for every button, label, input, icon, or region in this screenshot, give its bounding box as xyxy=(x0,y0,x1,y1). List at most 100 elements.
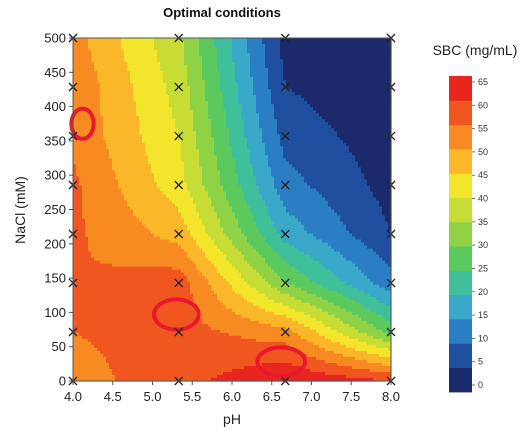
contour-cell xyxy=(235,56,239,60)
contour-cell xyxy=(313,71,317,75)
contour-cell xyxy=(79,119,83,123)
contour-cell xyxy=(175,149,179,153)
contour-cell xyxy=(148,134,152,138)
contour-cell xyxy=(217,134,221,138)
contour-cell xyxy=(247,146,251,150)
contour-cell xyxy=(139,95,143,99)
contour-cell xyxy=(340,167,344,171)
contour-cell xyxy=(271,86,275,90)
contour-cell xyxy=(193,128,197,132)
contour-cell xyxy=(91,38,95,42)
contour-cell xyxy=(361,59,365,63)
contour-cell xyxy=(145,68,149,72)
contour-cell xyxy=(277,128,281,132)
contour-cell xyxy=(328,62,332,66)
contour-cell xyxy=(208,134,212,138)
contour-cell xyxy=(208,107,212,111)
contour-cell xyxy=(139,140,143,144)
contour-cell xyxy=(106,107,110,111)
contour-cell xyxy=(304,62,308,66)
contour-cell xyxy=(82,170,86,174)
contour-cell xyxy=(385,44,389,48)
contour-cell xyxy=(292,170,296,174)
contour-cell xyxy=(271,56,275,60)
contour-cell xyxy=(94,116,98,120)
contour-cell xyxy=(373,113,377,117)
contour-cell xyxy=(280,122,284,126)
contour-cell xyxy=(112,122,116,126)
contour-cell xyxy=(184,53,188,57)
contour-cell xyxy=(184,167,188,171)
contour-cell xyxy=(130,83,134,87)
contour-cell xyxy=(289,173,293,177)
contour-cell xyxy=(187,149,191,153)
contour-cell xyxy=(241,170,245,174)
contour-cell xyxy=(145,71,149,75)
contour-cell xyxy=(256,164,260,168)
contour-cell xyxy=(343,104,347,108)
contour-cell xyxy=(88,170,92,174)
contour-cell xyxy=(97,143,101,147)
contour-cell xyxy=(100,50,104,54)
contour-cell xyxy=(121,101,125,105)
contour-cell xyxy=(115,170,119,174)
contour-cell xyxy=(190,68,194,72)
contour-cell xyxy=(292,95,296,99)
contour-cell xyxy=(253,110,257,114)
contour-cell xyxy=(244,164,248,168)
contour-cell xyxy=(220,137,224,141)
contour-cell xyxy=(217,167,221,171)
contour-cell xyxy=(370,161,374,165)
contour-cell xyxy=(382,140,386,144)
contour-cell xyxy=(355,86,359,90)
contour-cell xyxy=(376,173,380,177)
contour-cell xyxy=(358,113,362,117)
contour-cell xyxy=(112,83,116,87)
contour-cell xyxy=(211,146,215,150)
contour-cell xyxy=(301,101,305,105)
contour-cell xyxy=(82,155,86,159)
contour-cell xyxy=(301,95,305,99)
contour-cell xyxy=(313,134,317,138)
contour-cell xyxy=(139,170,143,174)
contour-cell xyxy=(379,86,383,90)
contour-cell xyxy=(199,137,203,141)
contour-cell xyxy=(271,41,275,45)
contour-cell xyxy=(103,50,107,54)
contour-cell xyxy=(226,74,230,78)
contour-cell xyxy=(103,149,107,153)
contour-cell xyxy=(325,170,329,174)
contour-cell xyxy=(208,104,212,108)
contour-cell xyxy=(232,155,236,159)
contour-cell xyxy=(166,152,170,156)
contour-cell xyxy=(355,170,359,174)
contour-cell xyxy=(139,176,143,181)
contour-cell xyxy=(94,122,98,126)
contour-cell xyxy=(220,50,224,54)
contour-cell xyxy=(82,104,86,108)
contour-cell xyxy=(313,62,317,66)
contour-cell xyxy=(343,71,347,75)
contour-cell xyxy=(172,116,176,120)
contour-cell xyxy=(304,101,308,105)
contour-cell xyxy=(322,98,326,102)
contour-cell xyxy=(148,161,152,165)
contour-cell xyxy=(82,131,86,135)
contour-cell xyxy=(352,89,356,93)
contour-cell xyxy=(106,131,110,135)
contour-cell xyxy=(121,146,125,150)
contour-cell xyxy=(127,122,131,126)
contour-cell xyxy=(382,98,386,102)
contour-cell xyxy=(220,65,224,69)
contour-cell xyxy=(289,71,293,75)
contour-cell xyxy=(376,152,380,156)
contour-cell xyxy=(121,149,125,153)
contour-cell xyxy=(166,113,170,117)
contour-cell xyxy=(79,164,83,168)
contour-cell xyxy=(196,119,200,123)
contour-cell xyxy=(208,158,212,162)
contour-cell xyxy=(160,71,164,75)
contour-cell xyxy=(211,68,215,72)
contour-cell xyxy=(349,170,353,174)
contour-cell xyxy=(172,98,176,102)
